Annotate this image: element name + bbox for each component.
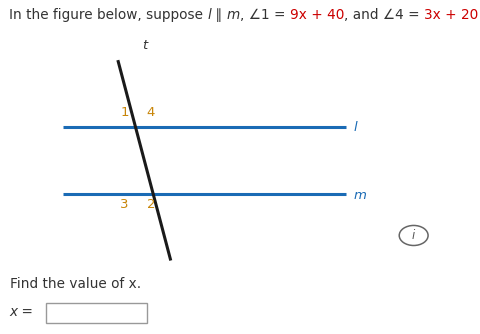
Text: 9x + 40: 9x + 40 xyxy=(289,8,343,22)
Text: 1: 1 xyxy=(120,106,129,119)
Text: 4: 4 xyxy=(146,106,155,119)
Text: 3: 3 xyxy=(120,198,129,211)
Text: l: l xyxy=(353,121,357,134)
Text: t: t xyxy=(142,39,146,52)
Text: , and ∠4 =: , and ∠4 = xyxy=(343,8,423,22)
Text: ∥: ∥ xyxy=(210,8,226,22)
Text: Find the value of x.: Find the value of x. xyxy=(10,277,141,291)
Text: .: . xyxy=(477,8,480,22)
Text: , ∠1 =: , ∠1 = xyxy=(239,8,289,22)
Text: m: m xyxy=(226,8,239,22)
Text: 2: 2 xyxy=(146,198,155,211)
FancyBboxPatch shape xyxy=(46,303,146,323)
Text: i: i xyxy=(411,229,414,242)
Text: x =: x = xyxy=(10,305,34,319)
Text: 3x + 20: 3x + 20 xyxy=(423,8,477,22)
Text: m: m xyxy=(353,189,366,202)
Text: l: l xyxy=(206,8,210,22)
Text: In the figure below, suppose: In the figure below, suppose xyxy=(9,8,206,22)
